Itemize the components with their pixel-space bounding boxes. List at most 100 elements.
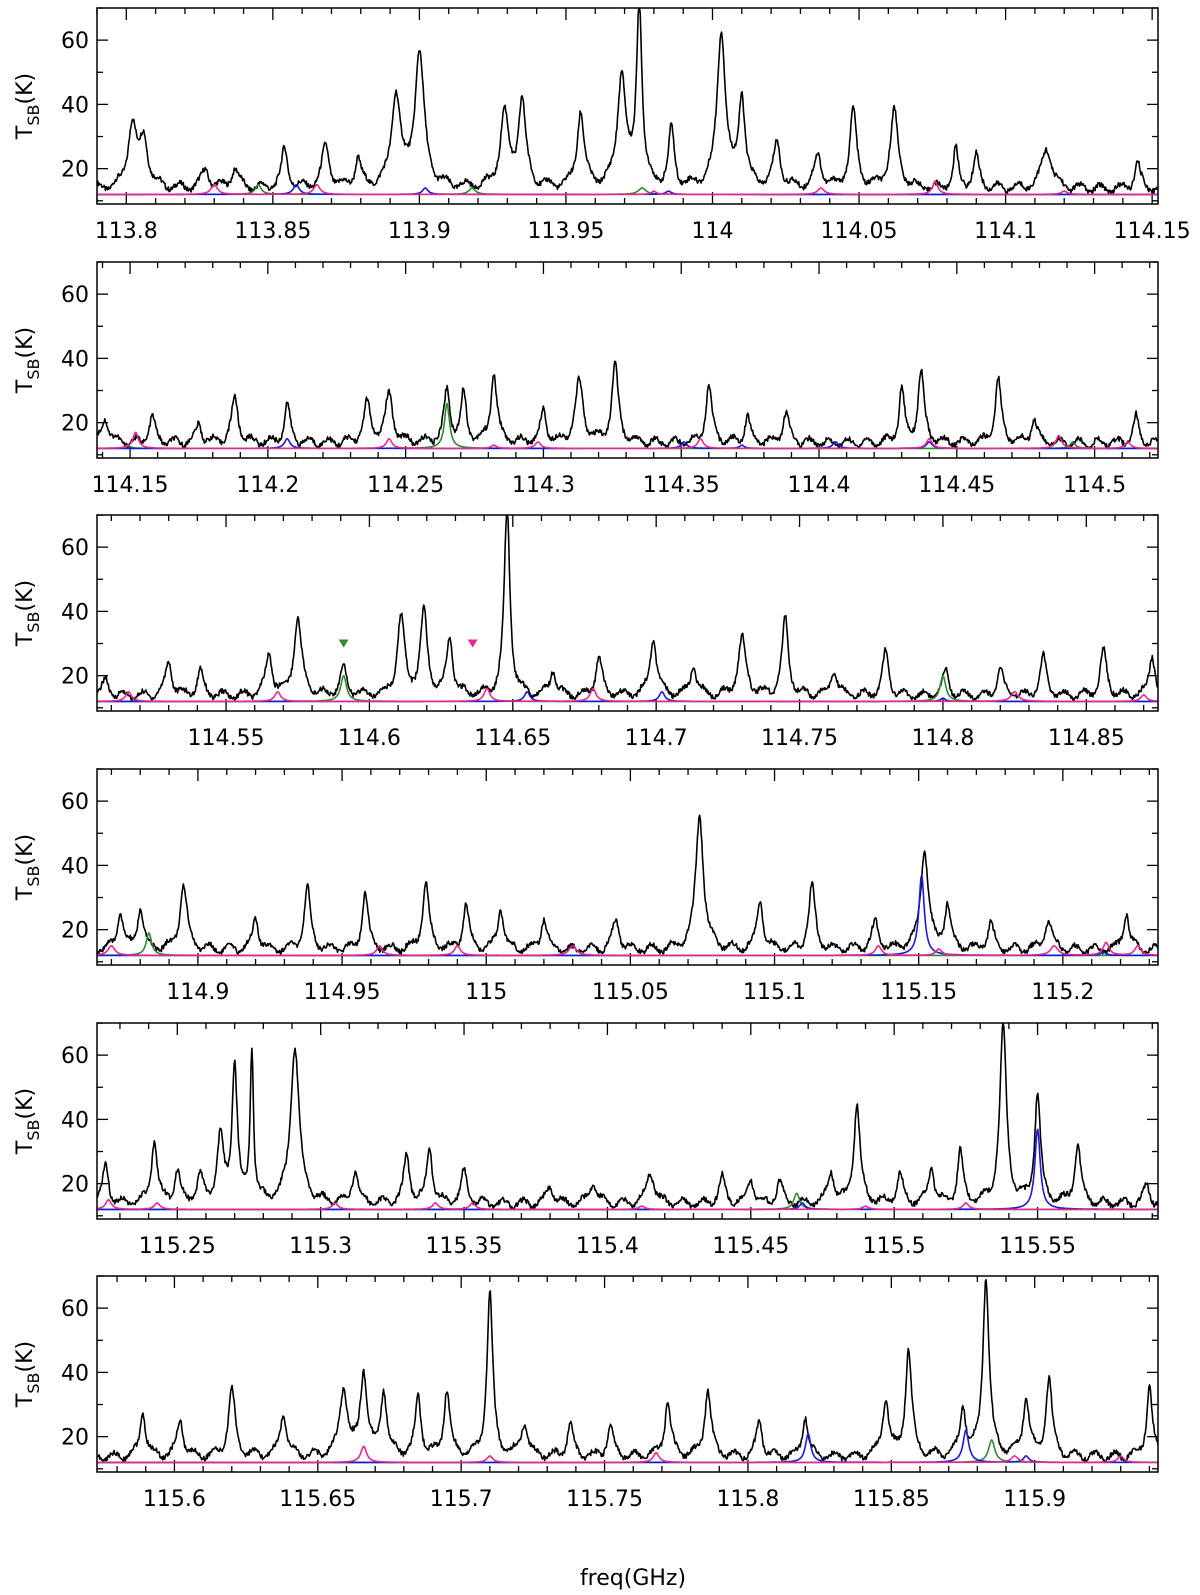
x-tick-label: 115.75: [566, 1487, 643, 1512]
x-tick-label: 115.5: [863, 1234, 926, 1259]
x-tick-label: 114.6: [338, 726, 401, 751]
y-axis-label: TSB(K): [13, 1088, 43, 1155]
x-tick-label: 115.7: [430, 1487, 493, 1512]
panel-frame: [96, 768, 1159, 966]
x-tick-label: 114.95: [304, 980, 381, 1005]
model-magenta-line: [97, 431, 1158, 450]
y-tick-label: 20: [61, 1426, 89, 1451]
x-axis-label: freq(GHz): [580, 1566, 686, 1591]
y-tick-label: 20: [61, 1173, 89, 1198]
model-green-line: [97, 674, 1158, 703]
x-tick-label: 114: [691, 219, 733, 244]
y-tick-label: 20: [61, 412, 89, 437]
panel-frame: [96, 7, 1159, 205]
x-tick-label: 113.9: [388, 219, 451, 244]
observed-spectrum-line: [97, 814, 1158, 956]
x-tick-label: 115.05: [592, 980, 669, 1005]
y-axis-label: TSB(K): [13, 580, 43, 647]
x-tick-label: 114.15: [92, 473, 169, 498]
x-tick-label: 114.5: [1063, 473, 1126, 498]
observed-spectrum-line: [97, 515, 1158, 702]
y-tick-label: 20: [61, 158, 89, 183]
x-tick-label: 114.35: [643, 473, 720, 498]
x-tick-label: 114.7: [625, 726, 688, 751]
panel-frame: [96, 1022, 1159, 1220]
panel-frame: [96, 1275, 1159, 1473]
y-tick-label: 40: [61, 1108, 89, 1133]
x-tick-label: 114.3: [512, 473, 575, 498]
model-green-line: [97, 402, 1158, 450]
traces: [97, 8, 1158, 196]
x-tick-label: 114.15: [1114, 219, 1191, 244]
x-tick-label: 114.65: [474, 726, 551, 751]
y-tick-label: 60: [61, 29, 89, 54]
traces: [97, 814, 1158, 957]
x-tick-label: 114.55: [188, 726, 265, 751]
x-tick-label: 115.1: [743, 980, 806, 1005]
x-tick-label: 115.55: [999, 1234, 1076, 1259]
panel-frame: [96, 261, 1159, 459]
y-axis-label: TSB(K): [13, 834, 43, 901]
x-tick-label: 115.45: [712, 1234, 789, 1259]
y-tick-label: 60: [61, 1044, 89, 1069]
y-tick-label: 60: [61, 536, 89, 561]
x-tick-label: 114.25: [367, 473, 444, 498]
x-tick-label: 114.2: [236, 473, 299, 498]
y-tick-label: 60: [61, 1297, 89, 1322]
x-tick-label: 115.25: [139, 1234, 216, 1259]
x-tick-label: 115: [465, 980, 507, 1005]
x-tick-label: 115.6: [143, 1487, 206, 1512]
x-tick-label: 115.85: [853, 1487, 930, 1512]
panel-2: 20 40 60 TSB(K) 114.15 114.2 114.25 114.3 114.35…: [13, 261, 1159, 498]
y-tick-label: 40: [61, 854, 89, 879]
observed-spectrum-line: [97, 8, 1158, 196]
x-tick-label: 115.35: [426, 1234, 503, 1259]
y-tick-label: 40: [61, 600, 89, 625]
x-tick-label: 115.15: [880, 980, 957, 1005]
x-tick-label: 114.05: [821, 219, 898, 244]
observed-spectrum-line: [97, 1278, 1158, 1464]
panel-3: 20 40 60 TSB(K) 114.55 114.6 114.65 114.7 114.75…: [13, 514, 1159, 751]
x-tick-label: 115.8: [716, 1487, 779, 1512]
model-green-line: [97, 183, 1158, 196]
x-tick-label: 114.9: [166, 980, 229, 1005]
line-marker-triangle: [467, 639, 478, 648]
model-magenta-line: [97, 1445, 1158, 1464]
x-tick-label: 115.65: [279, 1487, 356, 1512]
panel-frame: [96, 514, 1159, 712]
panel-1: 20 40 60 TSB(K) 113.8 113.85 113.9 113.95 114 114…: [13, 7, 1191, 244]
x-tick-label: 114.85: [1048, 726, 1125, 751]
x-tick-label: 114.45: [918, 473, 995, 498]
y-tick-label: 60: [61, 283, 89, 308]
x-tick-label: 115.9: [1003, 1487, 1066, 1512]
traces: [97, 1023, 1158, 1211]
y-tick-label: 20: [61, 665, 89, 690]
y-tick-label: 40: [61, 1361, 89, 1386]
panels-group: 20 40 60 TSB(K) 113.8 113.85 113.9 113.95 114 114…: [13, 7, 1191, 1512]
y-tick-label: 20: [61, 919, 89, 944]
x-tick-label: 113.85: [234, 219, 311, 244]
line-marker-triangle: [338, 639, 349, 648]
x-tick-label: 114.8: [911, 726, 974, 751]
model-magenta-line: [97, 941, 1158, 957]
x-tick-label: 115.4: [576, 1234, 639, 1259]
y-tick-label: 40: [61, 93, 89, 118]
y-tick-label: 60: [61, 790, 89, 815]
traces: [97, 515, 1158, 703]
panel-4: 20 40 60 TSB(K) 114.9 114.95 115 115.05 115.1 115…: [13, 768, 1159, 1005]
traces: [97, 1278, 1158, 1464]
panel-6: 20 40 60 TSB(K) 115.6 115.65 115.7 115.75 115.8 1…: [13, 1275, 1159, 1512]
y-axis-label: TSB(K): [13, 1341, 43, 1408]
x-tick-label: 114.4: [788, 473, 851, 498]
model-magenta-line: [97, 1198, 1158, 1211]
y-axis-label: TSB(K): [13, 327, 43, 394]
x-tick-label: 115.2: [1031, 980, 1094, 1005]
x-tick-label: 114.75: [761, 726, 838, 751]
x-tick-label: 113.8: [95, 219, 158, 244]
model-magenta-line: [97, 687, 1158, 703]
observed-spectrum-line: [97, 360, 1158, 450]
x-tick-label: 114.1: [974, 219, 1037, 244]
x-tick-label: 115.3: [289, 1234, 352, 1259]
observed-spectrum-line: [97, 1023, 1158, 1210]
